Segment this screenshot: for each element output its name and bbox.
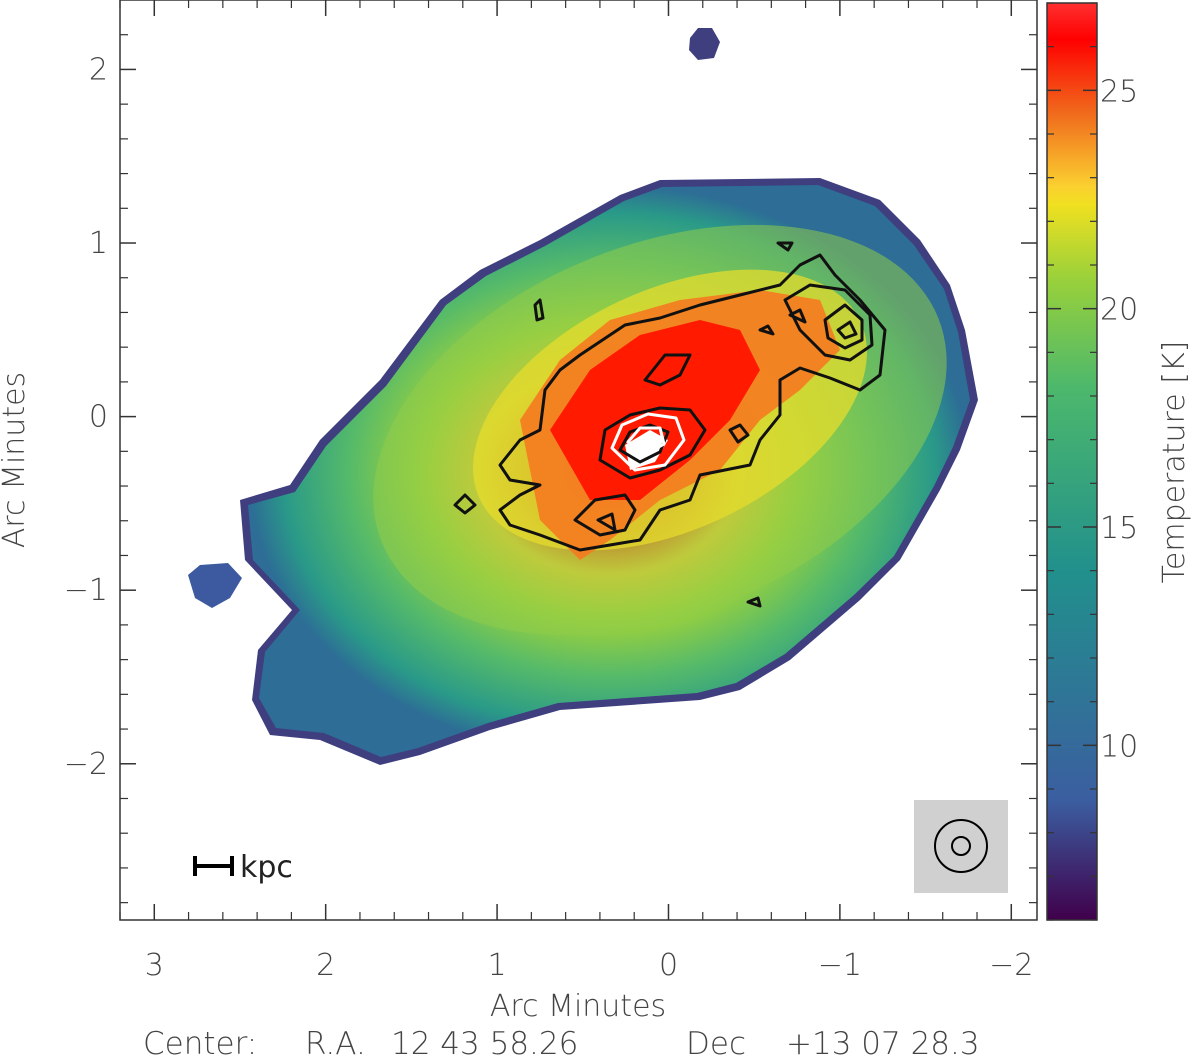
contour-mid	[598, 406, 707, 480]
colorbar-title: Temperature [K]	[1157, 341, 1192, 584]
y-axis: 2 1 0 −1 −2	[64, 34, 1037, 904]
contour-ne-mid	[823, 303, 864, 350]
colorbar-tick-label: 10	[1100, 729, 1138, 764]
y-axis-title: Arc Minutes	[0, 372, 32, 548]
x-tick-label: 2	[316, 948, 335, 983]
caption-ra-label: R.A.	[305, 1026, 366, 1058]
contour-small-6	[788, 308, 807, 324]
x-tick-label: 1	[488, 948, 507, 983]
contour-small-1	[533, 298, 545, 322]
colorbar-tick-label: 25	[1100, 74, 1138, 109]
contour-ne-outer	[783, 283, 874, 362]
beam-box	[914, 800, 1008, 893]
beam-inner-circle	[951, 836, 971, 856]
contours	[453, 241, 887, 608]
x-tick-label: −2	[989, 948, 1033, 983]
scale-bar-label: kpc	[240, 850, 293, 885]
contour-small-2	[776, 241, 794, 252]
temperature-map	[188, 28, 978, 765]
colorbar-fill	[1047, 3, 1097, 920]
x-tick-label: 3	[145, 948, 164, 983]
blob-top	[689, 28, 720, 60]
x-axis-title: Arc Minutes	[490, 989, 666, 1024]
contour-small-7	[746, 596, 762, 608]
contour-inner	[618, 423, 670, 464]
y-tick-label: 2	[89, 52, 108, 87]
caption-dec-label: Dec	[686, 1026, 746, 1058]
colorbar-ticks: 10 15 20 25	[1047, 2, 1138, 921]
contour-white-outer	[610, 412, 686, 472]
scale-bar: kpc	[193, 850, 293, 885]
y-tick-label: 0	[89, 400, 108, 435]
contour-ring-center	[643, 353, 692, 387]
beam-inset	[914, 800, 1008, 893]
x-tick-label: 0	[659, 948, 678, 983]
caption-dec-value: +13 07 28.3	[786, 1026, 980, 1058]
contour-southpeak	[596, 512, 617, 532]
contour-small-5	[758, 324, 775, 336]
colorbar-tick-label: 20	[1100, 293, 1138, 328]
caption-ra-value: 12 43 58.26	[391, 1026, 578, 1058]
colorbar-frame	[1046, 2, 1098, 921]
blob-left	[188, 563, 242, 608]
contour-small-4	[728, 423, 750, 444]
x-axis: 3 2 1 0 −1 −2	[119, 0, 1033, 983]
center-caption: Center: R.A. 12 43 58.26 Dec +13 07 28.3	[143, 1026, 980, 1058]
y-tick-label: −2	[64, 747, 108, 782]
contour-small-3	[453, 493, 477, 515]
colorbar-tick-label: 15	[1100, 511, 1138, 546]
y-tick-label: −1	[64, 573, 108, 608]
colorbar: 10 15 20 25 Temperature [K]	[1046, 2, 1192, 921]
contour-white-inner	[626, 426, 666, 457]
contours-white	[610, 412, 686, 472]
x-tick-label: −1	[818, 948, 862, 983]
beam-outer-circle	[934, 819, 988, 873]
contour-outer	[498, 253, 887, 552]
y-tick-label: 1	[89, 226, 108, 261]
contour-south	[573, 493, 637, 537]
caption-center-label: Center:	[143, 1026, 257, 1058]
contour-ne-inner	[836, 320, 858, 340]
